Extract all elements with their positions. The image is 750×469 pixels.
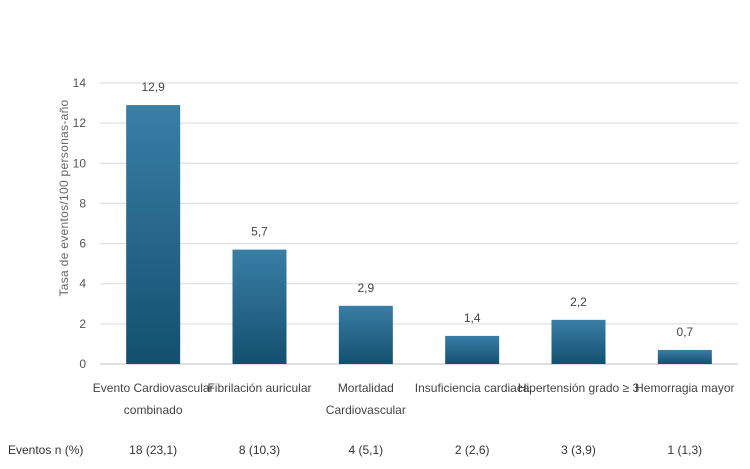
category-label: Fibrilación auricular xyxy=(207,381,311,395)
bar xyxy=(338,305,393,364)
events-count: 18 (23,1) xyxy=(129,443,177,457)
events-count: 3 (3,9) xyxy=(561,443,596,457)
category-label: combinado xyxy=(124,403,183,417)
category-label: Insuficiencia cardiaca xyxy=(415,381,530,395)
gridlines xyxy=(100,82,738,365)
data-label: 1,4 xyxy=(464,311,481,325)
events-count: 1 (1,3) xyxy=(667,443,702,457)
data-label: 12,9 xyxy=(141,80,165,94)
category-label: Mortalidad xyxy=(338,381,394,395)
y-tick-label: 0 xyxy=(79,357,86,371)
bar xyxy=(445,335,500,364)
bars xyxy=(126,105,712,364)
y-tick-label: 10 xyxy=(73,156,87,170)
bar xyxy=(232,249,287,364)
data-label: 2,2 xyxy=(570,295,587,309)
data-labels: 12,9 5,7 2,9 1,4 2,2 0,7 xyxy=(141,80,693,339)
bar xyxy=(551,319,606,364)
y-tick-label: 6 xyxy=(79,237,86,251)
category-labels: Evento Cardiovascular combinado Fibrilació… xyxy=(93,381,735,417)
category-label: Cardiovascular xyxy=(326,403,406,417)
y-tick-label: 12 xyxy=(73,116,87,130)
category-label: Hipertensión grado ≥ 3 xyxy=(518,381,640,395)
category-label: Hemorragia mayor xyxy=(635,381,734,395)
events-count: 2 (2,6) xyxy=(455,443,490,457)
events-count: 8 (10,3) xyxy=(239,443,280,457)
y-axis-ticks: 0 2 4 6 8 10 12 14 xyxy=(73,76,87,371)
y-axis-label: Tasa de eventos/100 personas-año xyxy=(57,99,71,296)
y-tick-label: 8 xyxy=(79,196,86,210)
events-row-label: Eventos n (%) xyxy=(8,443,83,457)
y-tick-label: 14 xyxy=(73,76,87,90)
data-label: 5,7 xyxy=(251,225,268,239)
category-label: Evento Cardiovascular xyxy=(93,381,214,395)
events-row: 18 (23,1) 8 (10,3) 4 (5,1) 2 (2,6) 3 (3,9) 1 … xyxy=(129,443,702,457)
events-count: 4 (5,1) xyxy=(348,443,383,457)
data-label: 0,7 xyxy=(676,325,693,339)
bar xyxy=(126,105,181,364)
data-label: 2,9 xyxy=(357,281,374,295)
y-tick-label: 4 xyxy=(79,277,86,291)
y-tick-label: 2 xyxy=(79,317,86,331)
bar xyxy=(657,349,712,364)
